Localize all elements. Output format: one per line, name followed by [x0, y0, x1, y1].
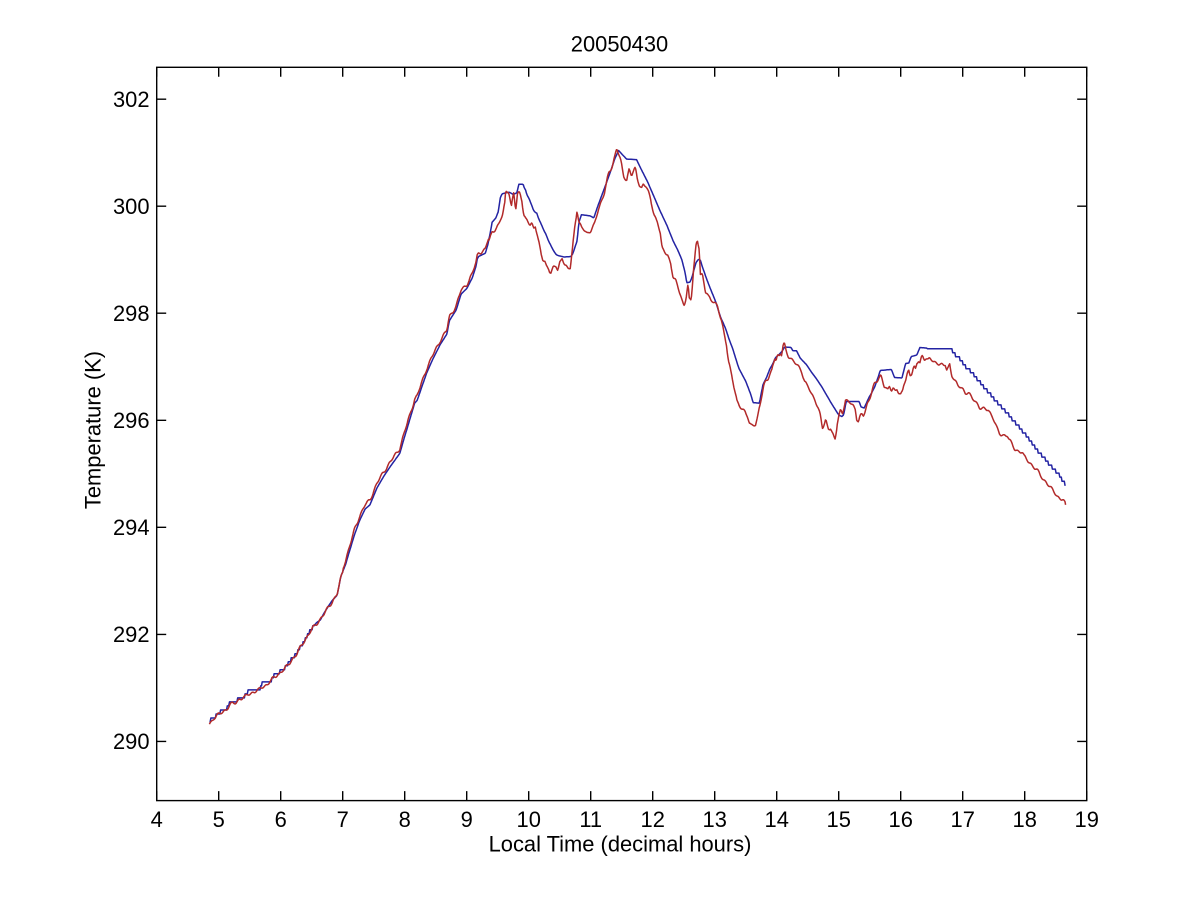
svg-text:11: 11 [579, 807, 602, 832]
svg-text:294: 294 [113, 515, 150, 540]
svg-text:6: 6 [275, 807, 287, 832]
svg-text:19: 19 [1075, 807, 1099, 832]
svg-text:4: 4 [151, 807, 163, 832]
svg-text:296: 296 [113, 408, 150, 433]
svg-text:292: 292 [113, 622, 150, 647]
svg-text:17: 17 [951, 807, 975, 832]
svg-text:18: 18 [1013, 807, 1037, 832]
svg-text:300: 300 [113, 194, 150, 219]
svg-text:20050430: 20050430 [571, 32, 668, 57]
svg-text:10: 10 [517, 807, 541, 832]
svg-text:302: 302 [113, 87, 150, 112]
svg-text:Temperature (K): Temperature (K) [81, 351, 106, 509]
svg-text:8: 8 [399, 807, 411, 832]
svg-text:9: 9 [461, 807, 473, 832]
svg-text:Local Time (decimal hours): Local Time (decimal hours) [489, 832, 752, 857]
svg-text:16: 16 [889, 807, 913, 832]
svg-text:290: 290 [113, 729, 150, 754]
svg-text:298: 298 [113, 301, 150, 326]
svg-text:12: 12 [641, 807, 665, 832]
svg-text:14: 14 [765, 807, 789, 832]
svg-text:5: 5 [213, 807, 225, 832]
svg-text:13: 13 [703, 807, 727, 832]
svg-text:7: 7 [337, 807, 349, 832]
svg-text:15: 15 [827, 807, 851, 832]
